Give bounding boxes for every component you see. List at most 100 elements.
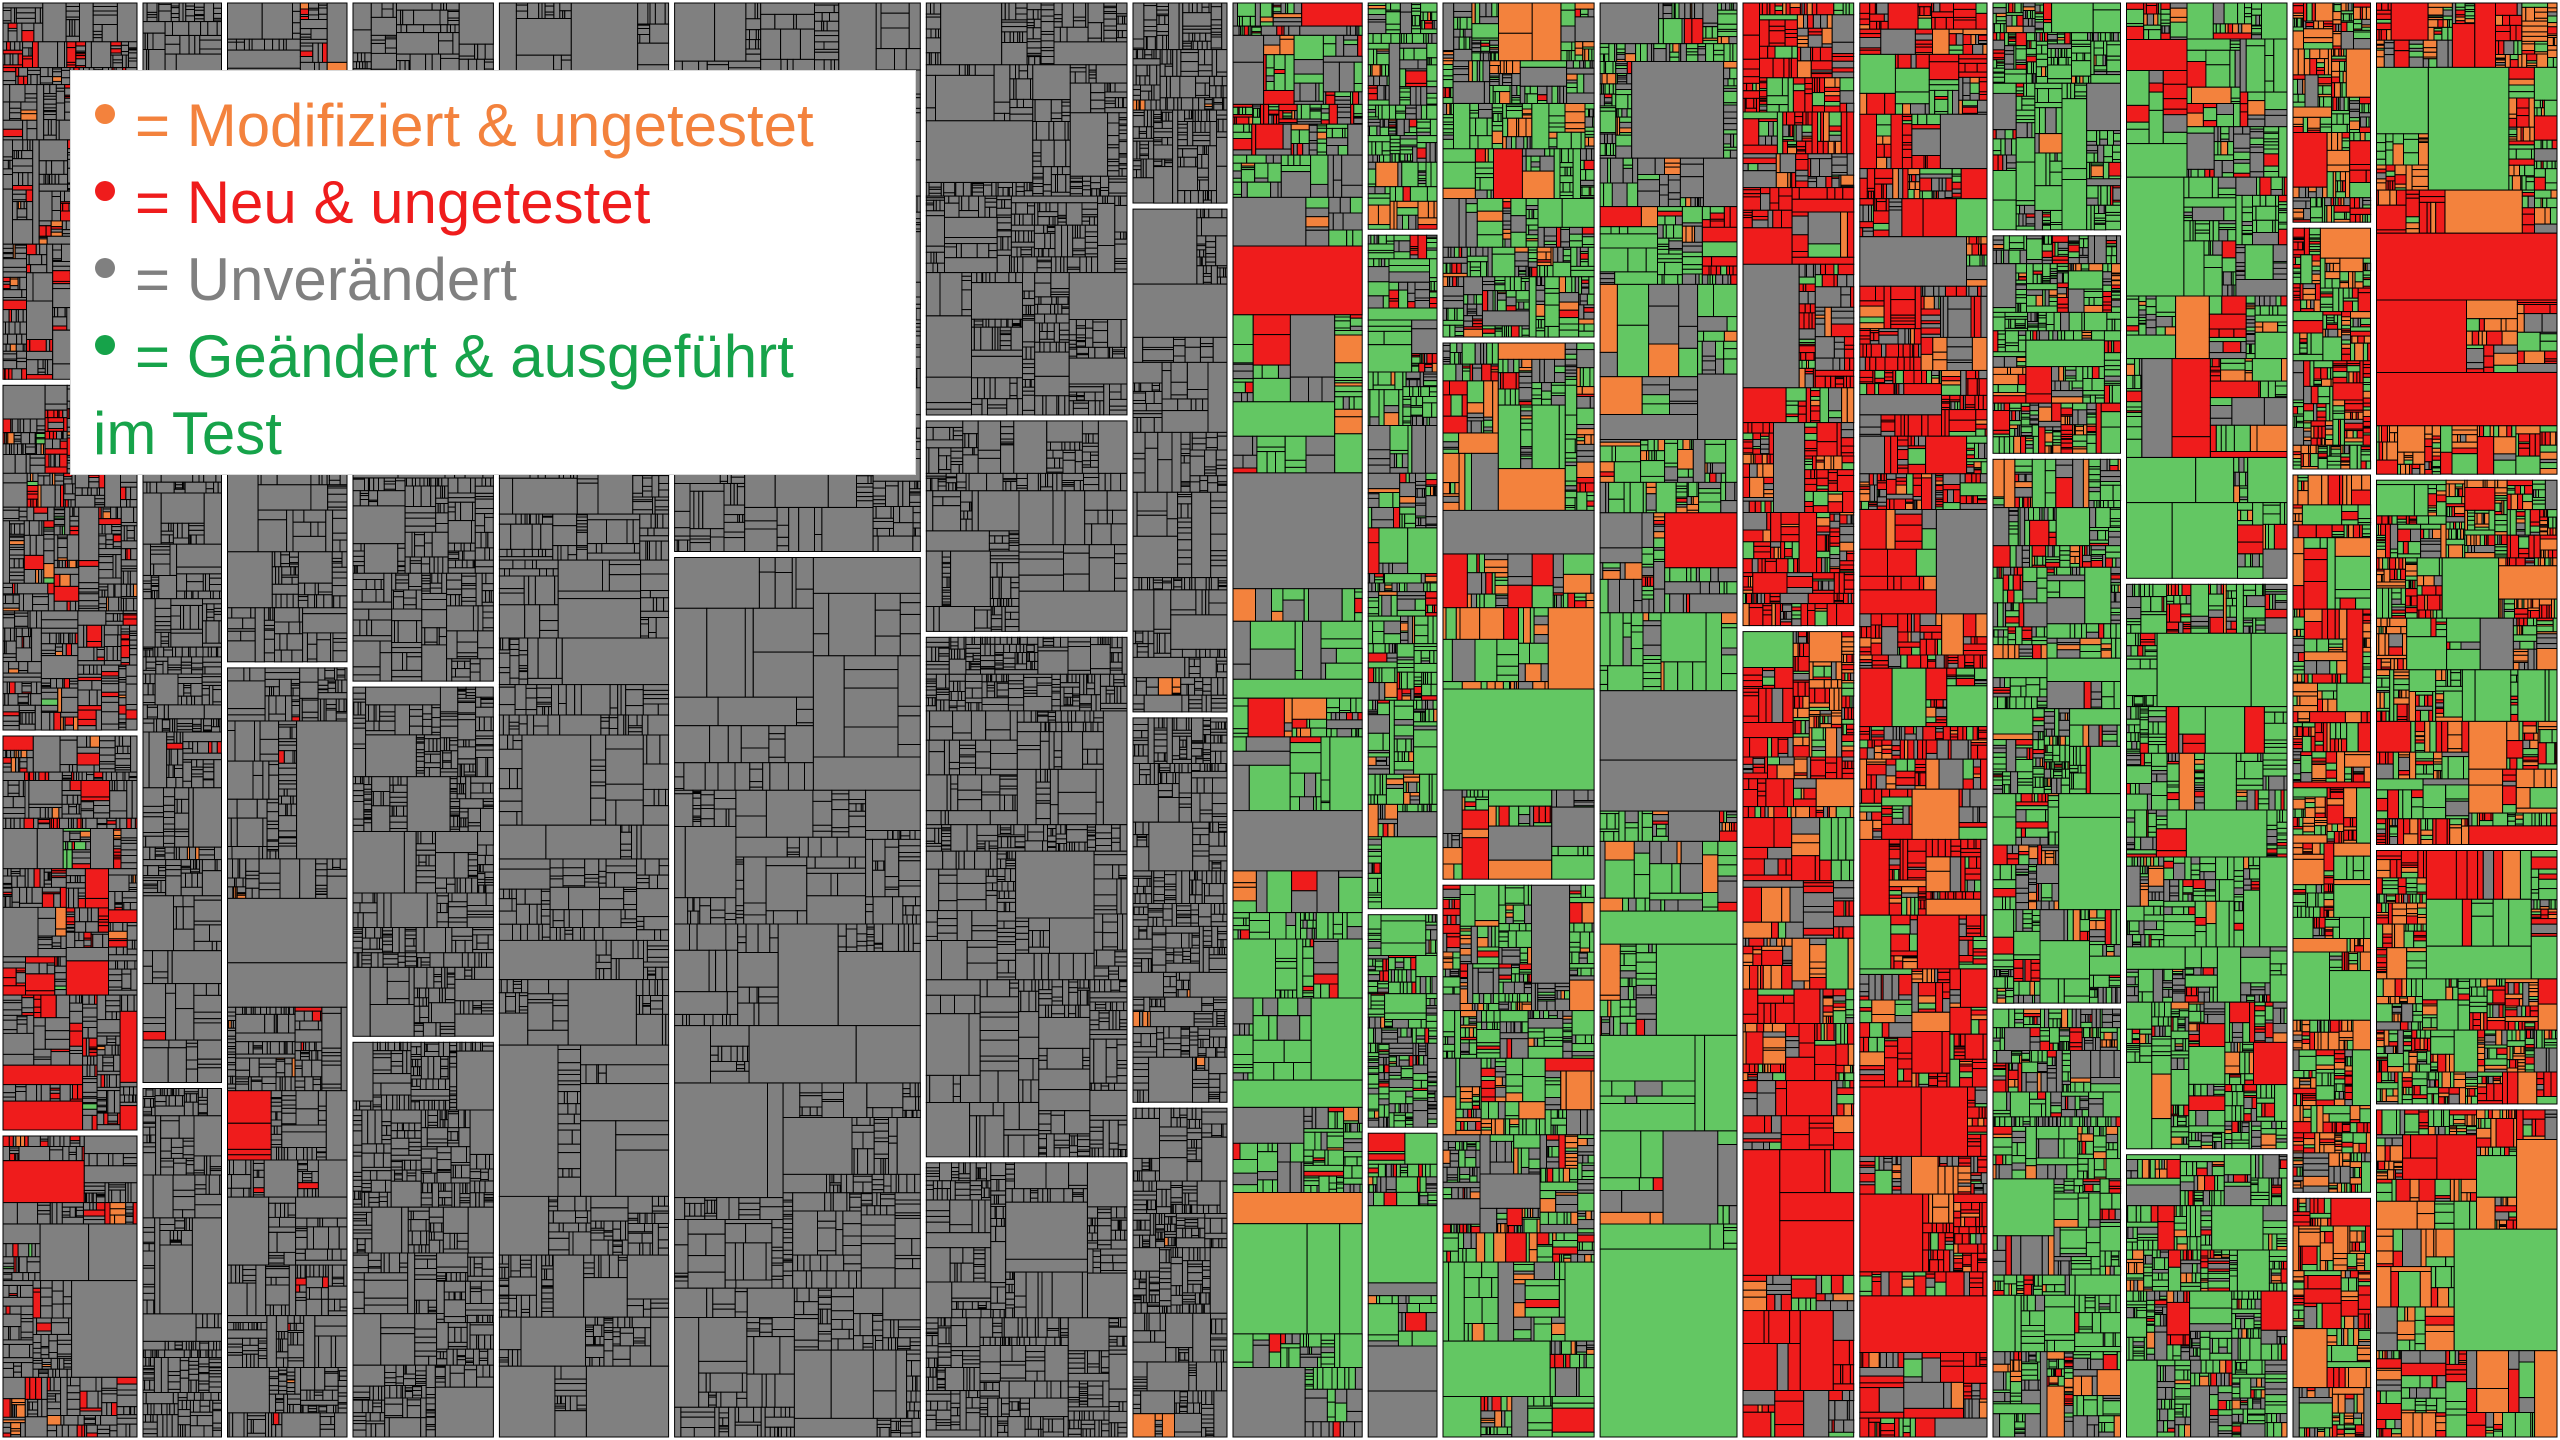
treemap-cell bbox=[175, 983, 195, 1010]
treemap-cell bbox=[301, 699, 319, 713]
treemap-cell bbox=[167, 950, 173, 985]
treemap-cell bbox=[116, 1383, 138, 1391]
treemap-cell bbox=[281, 1131, 327, 1149]
treemap-cell bbox=[268, 695, 277, 715]
treemap-cell bbox=[120, 559, 138, 567]
treemap-cell bbox=[170, 7, 180, 15]
treemap-cell bbox=[463, 542, 472, 552]
treemap-cell bbox=[196, 1415, 214, 1427]
treemap-cell bbox=[2, 360, 18, 370]
treemap-cell bbox=[198, 1366, 210, 1374]
treemap-cell bbox=[331, 1278, 345, 1285]
treemap-cell bbox=[80, 801, 95, 810]
treemap-cell bbox=[312, 1078, 322, 1086]
treemap-cell bbox=[142, 718, 155, 724]
treemap-cell bbox=[236, 817, 264, 847]
treemap-cell bbox=[338, 698, 345, 713]
treemap-cell bbox=[301, 1059, 313, 1078]
treemap-cell bbox=[16, 361, 28, 370]
treemap-cell bbox=[61, 1216, 84, 1225]
treemap-cell bbox=[109, 810, 128, 819]
treemap-cell bbox=[47, 409, 55, 419]
treemap-cell bbox=[268, 774, 280, 800]
treemap-cell bbox=[182, 748, 194, 754]
treemap-cell bbox=[17, 309, 24, 323]
treemap-cell bbox=[266, 828, 280, 841]
treemap-cell bbox=[299, 45, 314, 52]
treemap-cell bbox=[24, 780, 30, 819]
treemap-cell bbox=[2, 258, 27, 268]
treemap-cell bbox=[123, 1086, 130, 1096]
treemap-cell bbox=[47, 807, 53, 819]
treemap-cell bbox=[36, 1322, 52, 1332]
treemap-cell bbox=[2, 956, 26, 963]
treemap-cell bbox=[175, 646, 183, 658]
treemap-cell bbox=[295, 1284, 301, 1293]
treemap-cell bbox=[16, 333, 23, 345]
treemap-cell bbox=[167, 1357, 181, 1373]
treemap-cell bbox=[67, 1424, 78, 1438]
treemap-cell bbox=[474, 547, 486, 561]
treemap-cell bbox=[95, 1196, 106, 1204]
treemap-cell bbox=[284, 1202, 289, 1219]
treemap-cell bbox=[281, 1412, 321, 1438]
treemap-cell bbox=[119, 1189, 127, 1204]
treemap-cell bbox=[170, 748, 179, 766]
treemap-cell bbox=[98, 589, 103, 598]
treemap-cell bbox=[216, 859, 223, 872]
treemap-cell bbox=[82, 1064, 88, 1077]
treemap-cell bbox=[294, 1029, 323, 1043]
treemap-cell bbox=[101, 691, 120, 698]
treemap-cell bbox=[250, 1353, 255, 1369]
treemap-cell bbox=[62, 1280, 73, 1298]
treemap-cell bbox=[174, 831, 190, 838]
treemap-cell bbox=[24, 771, 29, 781]
treemap-cell bbox=[332, 517, 348, 534]
treemap-cell bbox=[92, 14, 118, 25]
treemap-cell bbox=[419, 477, 425, 487]
treemap-cell bbox=[227, 720, 236, 732]
treemap-cell bbox=[324, 1372, 339, 1387]
treemap-cell bbox=[112, 646, 118, 662]
treemap-cell bbox=[67, 841, 73, 851]
treemap-cell bbox=[206, 1088, 222, 1117]
treemap-cell bbox=[54, 474, 65, 482]
treemap-cell bbox=[119, 817, 128, 829]
treemap-cell bbox=[122, 745, 129, 755]
treemap-cell bbox=[352, 579, 367, 590]
treemap-cell bbox=[60, 1376, 68, 1417]
treemap-cell bbox=[458, 2, 494, 45]
treemap-cell bbox=[182, 780, 193, 789]
treemap-cell bbox=[64, 716, 74, 726]
treemap-cell bbox=[208, 1376, 223, 1383]
treemap-cell bbox=[433, 556, 439, 574]
treemap-cell bbox=[44, 448, 68, 455]
treemap-cell bbox=[193, 983, 207, 996]
treemap-cell bbox=[379, 715, 396, 722]
treemap-cell bbox=[7, 22, 18, 30]
treemap-cell bbox=[78, 771, 83, 781]
treemap-cell bbox=[2, 10, 12, 22]
treemap-cell bbox=[424, 531, 433, 544]
treemap-cell bbox=[32, 1317, 38, 1335]
treemap-cell bbox=[25, 956, 56, 964]
treemap-cell bbox=[278, 762, 298, 769]
treemap-cell bbox=[52, 270, 71, 283]
treemap-cell bbox=[227, 617, 244, 630]
treemap-cell bbox=[311, 1171, 319, 1184]
treemap-cell bbox=[227, 1282, 248, 1317]
treemap-cell bbox=[307, 1159, 319, 1172]
treemap-cell bbox=[98, 518, 122, 526]
treemap-cell bbox=[26, 749, 34, 759]
treemap-cell bbox=[207, 21, 218, 36]
treemap-cell bbox=[270, 1276, 277, 1286]
treemap-cell bbox=[195, 534, 205, 545]
treemap-cell bbox=[451, 676, 471, 682]
treemap-cell bbox=[415, 477, 421, 487]
treemap-cell bbox=[105, 1011, 113, 1021]
treemap-cell bbox=[276, 1013, 290, 1034]
treemap-cell bbox=[178, 846, 188, 861]
treemap-cell bbox=[325, 709, 337, 722]
treemap-cell bbox=[193, 895, 223, 901]
treemap-cell bbox=[287, 1344, 305, 1359]
